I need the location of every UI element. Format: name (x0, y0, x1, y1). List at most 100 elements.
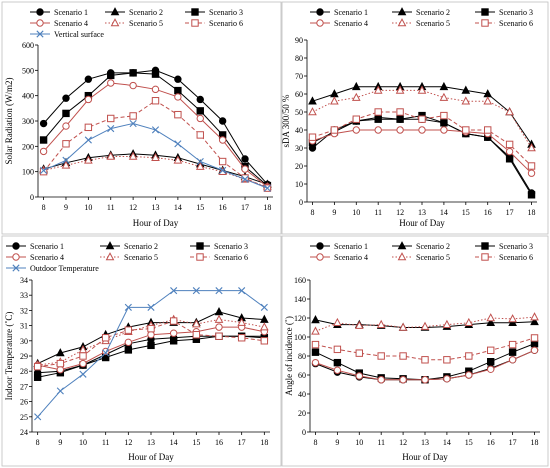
legend-swatch-marker (481, 8, 489, 16)
data-point (462, 126, 470, 134)
legend-swatch-marker (36, 19, 44, 27)
panel-frame (1, 1, 282, 235)
x-axis-title: Hour of Day (128, 452, 174, 462)
legend-swatch-marker (191, 19, 199, 27)
data-point (465, 371, 473, 379)
data-point (84, 75, 93, 83)
x-tick-label: 15 (462, 208, 470, 217)
legend-label: Scenario 1 (30, 242, 64, 251)
data-point (464, 317, 474, 327)
x-tick-label: 17 (509, 438, 517, 447)
data-point (174, 140, 182, 148)
y-tick-label: 100 (294, 333, 306, 342)
legend-item: Scenario 6 (475, 19, 533, 28)
legend-label: Scenario 2 (416, 8, 450, 17)
x-tick-label: 18 (260, 438, 268, 447)
chart-panel-1: 0 100 200 300 400 500 600 8 9 10 11 12 13 14 15 16 17 18 H… (1, 1, 282, 235)
x-tick-label: 12 (124, 438, 132, 447)
data-point (527, 143, 536, 152)
x-tick-label: 14 (440, 208, 448, 217)
data-point (421, 356, 429, 364)
data-point (56, 359, 65, 368)
y-tick-label: 90 (295, 36, 303, 45)
series-6 (308, 108, 536, 170)
legend-item: Scenario 2 (100, 241, 158, 251)
data-point (237, 334, 246, 342)
chart-panel-3: 24 25 26 27 28 29 30 31 32 33 34 8 9 10 11 12 13 14 15 16 17… (1, 235, 282, 467)
legend-item: Scenario 4 (310, 19, 368, 28)
data-point (56, 387, 64, 395)
data-point (147, 303, 155, 311)
data-point (330, 96, 339, 105)
data-point (196, 131, 204, 139)
data-point (439, 81, 449, 91)
data-point (377, 376, 385, 384)
x-tick-label: 16 (484, 208, 492, 217)
series-6 (311, 334, 539, 364)
legend-label: Scenario 2 (416, 242, 450, 251)
y-tick-label: 20 (295, 162, 303, 171)
data-point (461, 96, 471, 105)
series-7 (40, 119, 271, 192)
legend-label: Scenario 1 (54, 8, 88, 17)
data-point (79, 359, 87, 368)
y-tick-label: 200 (22, 142, 34, 151)
data-point (508, 340, 517, 349)
legend-swatch-marker (316, 253, 324, 261)
data-point (418, 115, 426, 123)
data-point (530, 346, 539, 354)
series-3 (39, 69, 272, 190)
x-axis-title: Hour of Day (402, 452, 448, 462)
y-tick-label: 160 (294, 276, 306, 285)
legend-swatch-marker (397, 7, 407, 16)
data-point (151, 85, 160, 94)
panel-frame (281, 235, 549, 467)
y-tick-label: 10 (295, 180, 303, 189)
data-point (374, 108, 382, 116)
legend-label: Vertical surface (54, 30, 104, 39)
legend-item: Scenario 4 (30, 19, 88, 28)
legend: Scenario 1 Scenario 2 Scenario 3 Scenario 4… (310, 7, 533, 28)
legend-label: Scenario 3 (499, 242, 533, 251)
data-point (374, 115, 382, 123)
legend-swatch-marker (36, 8, 44, 16)
legend-item: Scenario 1 (30, 8, 88, 17)
x-tick-label: 13 (421, 438, 429, 447)
legend-item: Outdoor Temperature (6, 264, 99, 273)
y-tick-label: 28 (20, 367, 28, 376)
data-point (238, 287, 246, 295)
legend-item: Scenario 5 (100, 252, 158, 262)
y-axis-title: Solar Radiation (W/m2) (4, 78, 14, 165)
legend-label: Scenario 3 (499, 8, 533, 17)
data-point (39, 136, 48, 144)
data-point (129, 69, 137, 77)
legend-swatch-marker (191, 8, 199, 16)
data-point (174, 86, 182, 95)
data-point (61, 160, 71, 169)
legend-label: Scenario 6 (499, 253, 533, 262)
legend-swatch-marker (397, 241, 407, 250)
data-point (354, 320, 364, 329)
data-point (169, 329, 178, 337)
y-tick-label: 25 (20, 413, 28, 422)
data-point (56, 365, 65, 374)
y-tick-label: 50 (295, 108, 303, 117)
data-point (530, 316, 539, 326)
x-tick-label: 18 (263, 203, 271, 212)
data-point (34, 413, 42, 421)
legend-item: Scenario 1 (310, 8, 368, 17)
data-point (169, 337, 178, 345)
data-point (398, 322, 408, 331)
series-7 (34, 287, 268, 421)
legend-label: Scenario 5 (129, 19, 163, 28)
legend-swatch-marker (105, 241, 115, 250)
data-point (62, 140, 70, 148)
data-point (418, 126, 426, 134)
data-point (377, 352, 385, 360)
data-point (508, 314, 517, 323)
legend-swatch-marker (105, 252, 115, 261)
y-tick-label: 31 (20, 322, 28, 331)
data-point (174, 93, 182, 101)
y-tick-label: 120 (294, 314, 306, 323)
data-point (352, 126, 360, 134)
